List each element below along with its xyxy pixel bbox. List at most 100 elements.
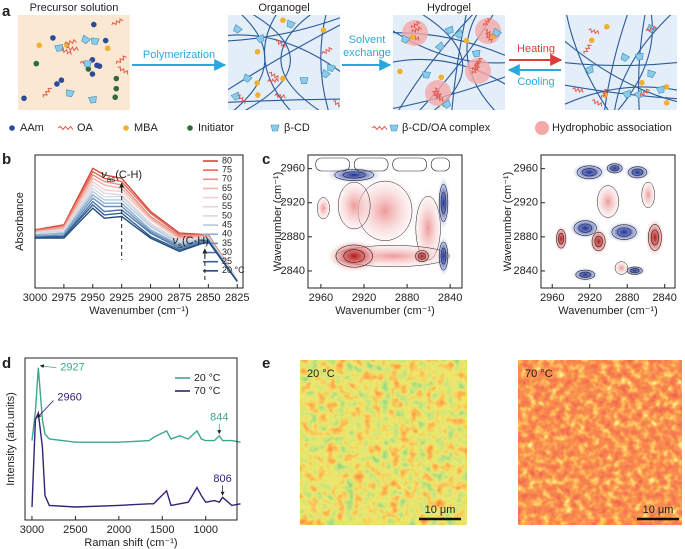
oa-icon: [639, 88, 651, 97]
panel-label: c: [262, 151, 270, 168]
contour-line: [417, 252, 426, 260]
cd-icon: [444, 25, 454, 35]
series-line: [31, 410, 241, 508]
dot-icon: [320, 27, 327, 33]
annotation-arrow: [39, 364, 57, 369]
network: [393, 15, 505, 110]
legend-text: OA: [77, 122, 94, 134]
dot-icon: [58, 77, 65, 83]
network: [565, 15, 677, 110]
dot-icon: [113, 85, 120, 92]
dot-icon: [254, 48, 261, 55]
contour-line: [578, 223, 592, 233]
contour-line: [630, 268, 640, 274]
contour-line: [438, 241, 449, 271]
legend-icons: [9, 121, 549, 135]
contour-line: [440, 247, 447, 265]
contour-blob: [334, 176, 375, 235]
contour-line: [430, 157, 450, 172]
contour-line: [597, 185, 619, 218]
cd-icon: [81, 34, 91, 45]
oa-icon: [482, 17, 492, 27]
contour-line: [591, 231, 606, 252]
polymer-chain: [565, 40, 677, 103]
oa-icon: [411, 26, 422, 34]
panel-label: b: [2, 151, 11, 168]
contour-line: [353, 157, 389, 172]
cd-icon: [54, 44, 63, 52]
contour-line: [616, 227, 632, 237]
oa-icon: [117, 66, 129, 75]
box: [565, 15, 677, 110]
cd-icon: [434, 41, 445, 52]
legend-label: 20 °C: [194, 372, 221, 384]
dot-icon: [50, 35, 56, 41]
dot-icon: [33, 60, 40, 67]
legend-label: 75: [222, 165, 232, 175]
cd-icon: [321, 68, 331, 79]
cd-icon: [633, 89, 644, 99]
schematic-box: [18, 15, 130, 110]
legend-label: 30: [222, 247, 232, 257]
x-tick-label: 1500: [150, 524, 174, 536]
dot-icon: [96, 63, 103, 69]
x-tick-label: 2500: [63, 524, 87, 536]
legend-label: 45: [222, 219, 232, 229]
association: [465, 58, 491, 84]
polymer-chain: [393, 30, 505, 64]
oa-icon: [237, 94, 247, 104]
polymer-chain: [393, 58, 505, 85]
oa-icon: [115, 55, 127, 64]
contour-line: [315, 157, 350, 172]
arrow-label: Cooling: [517, 76, 554, 88]
annotation-symbol: ν: [101, 169, 107, 181]
dot-icon: [123, 125, 129, 131]
network: [228, 15, 340, 110]
x-tick-label: 2920: [577, 292, 601, 304]
contour-line: [334, 169, 374, 181]
y-tick-label: 2840: [281, 265, 305, 277]
y-tick-label: 2960: [514, 163, 538, 175]
polymer-chain: [280, 15, 320, 110]
y-axis-label: Intensity (arb.units): [5, 392, 17, 486]
legend-text: MBA: [134, 122, 159, 134]
y-axis-label: Wavenumber (cm⁻¹): [272, 172, 284, 272]
plot-frame: [307, 154, 463, 289]
contour-line: [438, 183, 449, 222]
x-tick-label: 2850: [196, 292, 220, 304]
series-line: [31, 367, 241, 443]
schematic-box: [393, 15, 505, 110]
polymer-chain: [604, 15, 628, 110]
y-tick-label: 2840: [514, 265, 538, 277]
x-axis-label: Raman shift (cm⁻¹): [84, 537, 177, 549]
contour-line: [342, 171, 366, 179]
panel-label: a: [2, 3, 11, 20]
oa-icon: [60, 47, 72, 55]
x-tick-label: 2840: [652, 292, 676, 304]
cd-icon: [327, 63, 336, 72]
annotation: 806: [213, 473, 231, 485]
legend-label: 80: [222, 155, 232, 165]
annotation-sub: as: [107, 175, 115, 184]
contour-line: [392, 157, 427, 172]
annotation-text: (C-H): [115, 169, 142, 181]
x-tick-label: 2900: [138, 292, 162, 304]
legend-label: 20 °C: [222, 265, 245, 275]
schematic-box: [565, 15, 677, 110]
legend-label: 55: [222, 201, 232, 211]
polymer-chain: [233, 15, 266, 110]
contour-line: [631, 168, 644, 176]
dot-icon: [102, 37, 109, 44]
cd-icon: [584, 65, 594, 75]
legend-text: β-CD/OA complex: [402, 122, 491, 134]
legend-label: 60: [222, 192, 232, 202]
x-tick-label: 2975: [52, 292, 76, 304]
polymer-chain: [451, 15, 467, 110]
dot-icon: [36, 42, 43, 49]
x-tick-label: 2880: [395, 292, 419, 304]
oa-icon: [371, 125, 388, 131]
x-tick-label: 3000: [23, 292, 47, 304]
y-tick-label: 2920: [281, 197, 305, 209]
dot-icon: [112, 94, 118, 101]
polymer-chain: [466, 15, 496, 110]
